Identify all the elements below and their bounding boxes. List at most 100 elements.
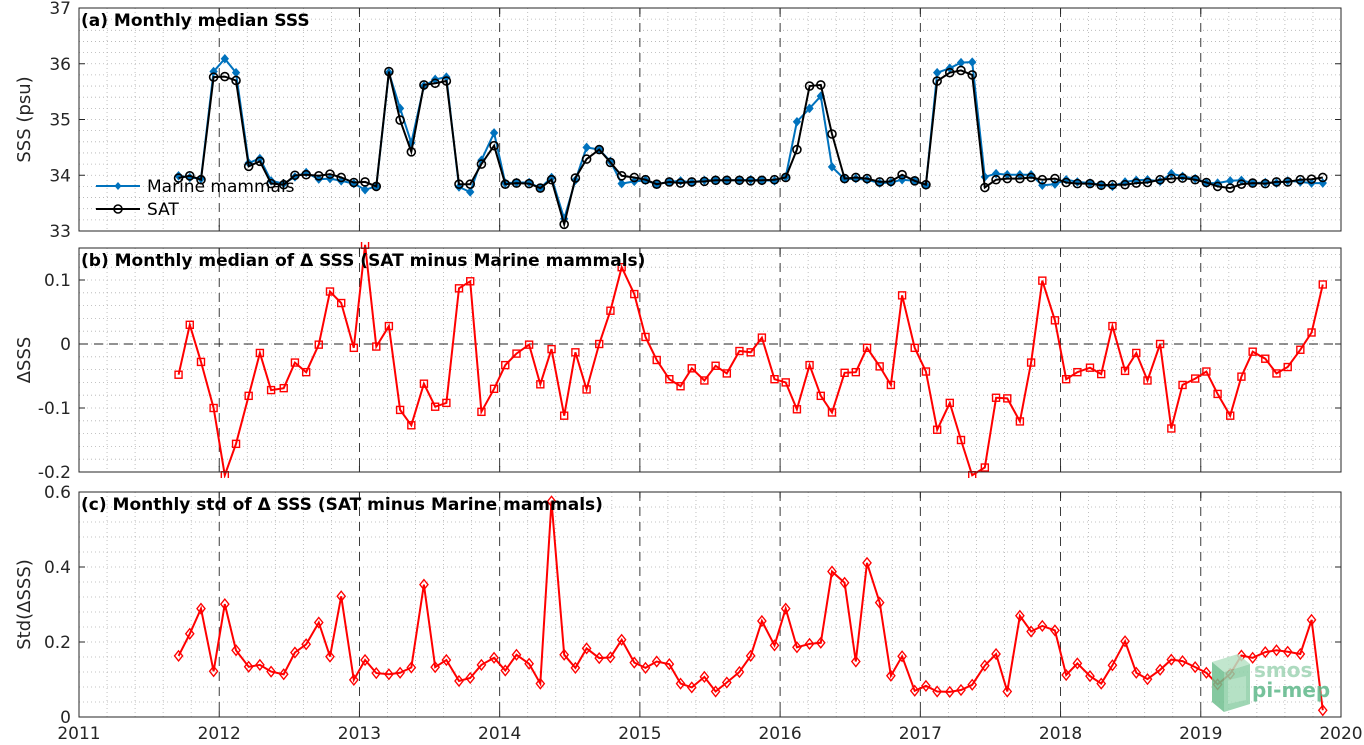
data-point [278, 179, 289, 190]
data-point [371, 667, 382, 680]
data-point [1271, 644, 1282, 657]
data-point [546, 495, 557, 508]
data-point [932, 685, 943, 698]
data-point [243, 660, 254, 673]
data-point [442, 398, 451, 408]
data-point [686, 177, 697, 187]
data-point [792, 405, 802, 414]
data-point [1167, 424, 1176, 433]
legend: Marine mammals SAT [96, 177, 295, 220]
data-point [255, 156, 265, 167]
data-point [1085, 178, 1095, 189]
data-point [220, 53, 229, 64]
data-point [419, 80, 429, 90]
data-point [301, 638, 312, 651]
data-point [1212, 181, 1223, 192]
data-point [279, 383, 288, 393]
data-point [1225, 183, 1236, 193]
data-point [1003, 394, 1012, 403]
data-point [710, 175, 721, 186]
data-point [1201, 177, 1212, 188]
data-point [1260, 646, 1271, 659]
data-point [1155, 339, 1165, 349]
data-point [290, 358, 300, 367]
data-point [1132, 348, 1141, 358]
data-point [851, 172, 861, 183]
data-point [255, 348, 265, 358]
data-point [209, 403, 218, 413]
data-point [968, 57, 977, 67]
data-point [757, 175, 767, 186]
data-point [407, 421, 416, 430]
data-point [1155, 663, 1166, 676]
data-point [687, 364, 696, 373]
legend-label: Marine mammals [147, 177, 295, 197]
data-point [1306, 613, 1317, 626]
data-point [406, 147, 417, 157]
data-point [325, 287, 335, 296]
data-point [676, 382, 685, 391]
data-point [337, 298, 346, 308]
data-point [489, 128, 499, 138]
y-tick-label: -0.2 [38, 463, 71, 483]
minor-grid [79, 491, 1341, 718]
data-point [910, 343, 919, 353]
year-grid [218, 248, 1202, 472]
data-point [477, 407, 486, 417]
data-point [466, 187, 475, 197]
data-point [745, 176, 756, 186]
data-point [700, 376, 709, 385]
data-point [219, 598, 230, 611]
data-point [686, 681, 697, 694]
data-point [524, 340, 534, 349]
data-point [1226, 411, 1235, 420]
x-tick-label: 2013 [338, 724, 381, 744]
logo-line2: pi-mep [1252, 678, 1330, 702]
data-point [897, 291, 907, 300]
legend-marker [113, 204, 123, 214]
data-point [301, 169, 311, 180]
data-point [770, 375, 779, 384]
data-point [664, 658, 675, 671]
data-point [932, 76, 942, 86]
data-point [1143, 376, 1152, 385]
y-tick-label: 34 [49, 166, 71, 186]
data-point [641, 332, 650, 342]
data-point [956, 435, 966, 445]
data-point [606, 306, 615, 315]
data-point [991, 393, 1001, 402]
data-point [208, 665, 219, 678]
data-point [244, 391, 253, 401]
data-point [1037, 174, 1048, 185]
data-point [476, 159, 487, 169]
y-axis-label: Std(ΔSSS) [14, 559, 35, 650]
data-point [524, 178, 534, 189]
data-point [756, 614, 767, 628]
data-point [815, 636, 826, 649]
data-point [851, 367, 861, 377]
data-point [1120, 366, 1130, 376]
series-line [177, 244, 1324, 478]
data-point [1037, 619, 1048, 632]
data-point [336, 590, 347, 603]
data-point [231, 75, 241, 86]
data-point [536, 380, 545, 389]
data-point [1190, 661, 1201, 674]
data-point [780, 602, 791, 615]
data-point [664, 177, 675, 187]
data-point [570, 661, 581, 674]
data-point [441, 76, 452, 86]
data-point [489, 384, 499, 393]
data-point [395, 666, 406, 679]
minor-grid [79, 248, 1341, 473]
y-tick-label: 36 [49, 55, 71, 75]
data-point [546, 174, 557, 185]
data-point [1096, 677, 1107, 690]
data-point [769, 174, 780, 185]
data-point [710, 685, 721, 698]
data-point [454, 179, 464, 189]
data-point [1038, 276, 1047, 285]
data-point [721, 676, 732, 689]
data-point [781, 378, 790, 387]
data-point [722, 369, 732, 378]
